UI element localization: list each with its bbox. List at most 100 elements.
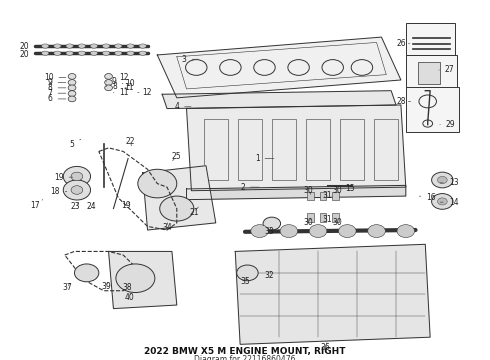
- Circle shape: [68, 91, 76, 96]
- Text: 17: 17: [30, 200, 43, 210]
- Text: 31: 31: [322, 190, 332, 199]
- Circle shape: [105, 73, 113, 79]
- Polygon shape: [143, 166, 216, 230]
- Circle shape: [63, 180, 91, 200]
- Ellipse shape: [90, 44, 98, 48]
- Circle shape: [237, 265, 258, 281]
- Circle shape: [263, 217, 281, 230]
- Ellipse shape: [139, 51, 147, 55]
- Ellipse shape: [139, 44, 147, 48]
- Circle shape: [432, 172, 453, 188]
- Text: 30: 30: [303, 185, 313, 194]
- Ellipse shape: [78, 44, 85, 48]
- Circle shape: [432, 194, 453, 209]
- Circle shape: [68, 73, 76, 79]
- Text: 9: 9: [48, 78, 66, 87]
- Ellipse shape: [54, 51, 61, 55]
- Text: 20: 20: [20, 42, 35, 51]
- Text: 30: 30: [303, 218, 313, 228]
- Text: 32: 32: [265, 271, 274, 280]
- Bar: [306, 119, 330, 180]
- Circle shape: [160, 196, 194, 221]
- Polygon shape: [162, 91, 396, 109]
- Text: 11: 11: [124, 83, 134, 92]
- Circle shape: [397, 225, 415, 238]
- Text: 22: 22: [126, 137, 135, 146]
- Circle shape: [105, 85, 113, 91]
- Circle shape: [309, 225, 327, 238]
- Text: 12: 12: [138, 88, 151, 97]
- Text: 10: 10: [122, 79, 135, 88]
- Bar: [307, 213, 314, 222]
- Circle shape: [438, 198, 447, 205]
- Text: 26: 26: [396, 39, 410, 48]
- Circle shape: [339, 225, 356, 238]
- FancyBboxPatch shape: [406, 55, 457, 89]
- Text: 33: 33: [265, 227, 274, 236]
- Text: 37: 37: [62, 283, 72, 292]
- Bar: [238, 119, 262, 180]
- Text: 6: 6: [48, 94, 66, 103]
- Bar: [307, 192, 314, 201]
- Polygon shape: [187, 105, 406, 191]
- Bar: [272, 119, 296, 180]
- Ellipse shape: [42, 51, 49, 55]
- Ellipse shape: [115, 51, 122, 55]
- Text: 3: 3: [182, 55, 198, 64]
- Circle shape: [63, 166, 91, 186]
- Text: 11: 11: [114, 88, 129, 97]
- Circle shape: [68, 80, 76, 85]
- Text: 15: 15: [340, 184, 355, 193]
- Text: 2022 BMW X5 M ENGINE MOUNT, RIGHT: 2022 BMW X5 M ENGINE MOUNT, RIGHT: [144, 347, 346, 356]
- Text: 30: 30: [333, 219, 343, 228]
- FancyBboxPatch shape: [406, 87, 460, 132]
- Ellipse shape: [115, 44, 122, 48]
- Bar: [374, 119, 398, 180]
- Text: 30: 30: [333, 185, 343, 194]
- Text: 10: 10: [44, 73, 66, 82]
- Polygon shape: [157, 37, 401, 98]
- Text: 19: 19: [121, 201, 130, 210]
- Polygon shape: [235, 244, 430, 344]
- Ellipse shape: [66, 51, 73, 55]
- Text: 18: 18: [50, 187, 67, 196]
- Text: 34: 34: [162, 222, 172, 231]
- Text: 31: 31: [322, 215, 332, 224]
- Polygon shape: [109, 251, 177, 309]
- Text: 2: 2: [240, 183, 259, 192]
- Bar: [319, 192, 326, 201]
- Text: 21: 21: [189, 207, 198, 217]
- Text: 5: 5: [70, 139, 81, 149]
- Bar: [332, 213, 339, 222]
- Circle shape: [116, 264, 155, 293]
- Ellipse shape: [54, 44, 61, 48]
- Text: 40: 40: [124, 293, 134, 302]
- Text: 36: 36: [320, 343, 330, 352]
- Ellipse shape: [78, 51, 85, 55]
- Text: 8: 8: [48, 83, 66, 92]
- Circle shape: [138, 169, 177, 198]
- Text: 23: 23: [71, 202, 80, 211]
- Bar: [319, 213, 326, 222]
- Ellipse shape: [102, 44, 110, 48]
- Text: 9: 9: [106, 77, 117, 86]
- Text: 20: 20: [20, 50, 35, 59]
- FancyBboxPatch shape: [406, 23, 455, 55]
- Bar: [418, 62, 440, 84]
- Circle shape: [368, 225, 385, 238]
- Bar: [332, 192, 339, 201]
- Circle shape: [251, 225, 269, 238]
- Text: 16: 16: [419, 193, 436, 202]
- Ellipse shape: [127, 44, 134, 48]
- Text: 25: 25: [171, 152, 181, 161]
- Text: 27: 27: [439, 66, 454, 75]
- Text: 35: 35: [240, 277, 250, 286]
- Circle shape: [74, 264, 99, 282]
- Bar: [203, 119, 228, 180]
- Text: Diagram for 22116860476: Diagram for 22116860476: [194, 355, 296, 360]
- Text: 13: 13: [440, 178, 458, 187]
- Text: 38: 38: [122, 283, 132, 292]
- Text: 8: 8: [106, 82, 117, 91]
- Text: 7: 7: [48, 89, 66, 98]
- Text: 29: 29: [440, 120, 455, 129]
